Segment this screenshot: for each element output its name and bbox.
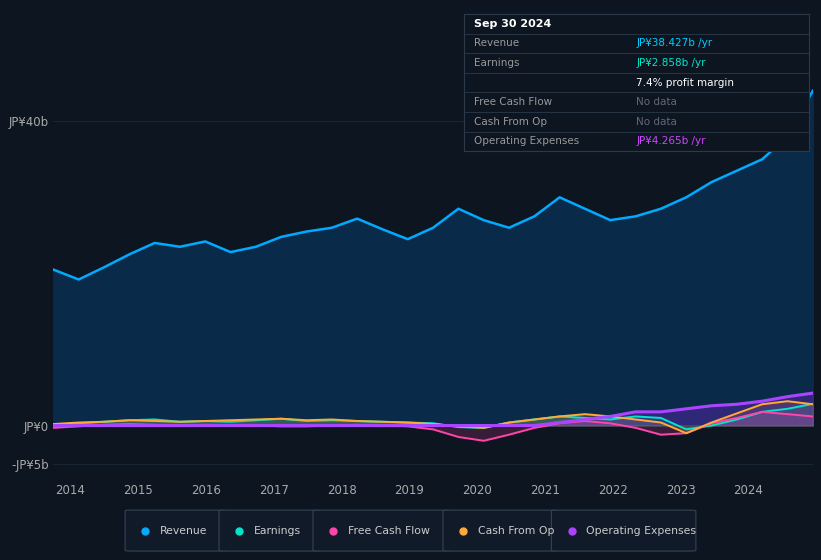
Text: Operating Expenses: Operating Expenses bbox=[586, 526, 696, 535]
Text: JP¥2.858b /yr: JP¥2.858b /yr bbox=[636, 58, 706, 68]
Text: No data: No data bbox=[636, 97, 677, 107]
FancyBboxPatch shape bbox=[552, 510, 696, 551]
Text: 7.4% profit margin: 7.4% profit margin bbox=[636, 78, 734, 87]
Text: Free Cash Flow: Free Cash Flow bbox=[475, 97, 553, 107]
Text: JP¥38.427b /yr: JP¥38.427b /yr bbox=[636, 39, 713, 48]
Text: Revenue: Revenue bbox=[160, 526, 207, 535]
FancyBboxPatch shape bbox=[443, 510, 558, 551]
Text: Free Cash Flow: Free Cash Flow bbox=[347, 526, 429, 535]
Text: Cash From Op: Cash From Op bbox=[475, 117, 548, 127]
Text: No data: No data bbox=[636, 117, 677, 127]
FancyBboxPatch shape bbox=[219, 510, 320, 551]
Text: Cash From Op: Cash From Op bbox=[478, 526, 554, 535]
Text: Earnings: Earnings bbox=[254, 526, 300, 535]
Text: Operating Expenses: Operating Expenses bbox=[475, 137, 580, 146]
FancyBboxPatch shape bbox=[125, 510, 227, 551]
Text: Revenue: Revenue bbox=[475, 39, 520, 48]
Text: Earnings: Earnings bbox=[475, 58, 520, 68]
Text: JP¥4.265b /yr: JP¥4.265b /yr bbox=[636, 137, 706, 146]
FancyBboxPatch shape bbox=[313, 510, 450, 551]
Text: Sep 30 2024: Sep 30 2024 bbox=[475, 19, 552, 29]
